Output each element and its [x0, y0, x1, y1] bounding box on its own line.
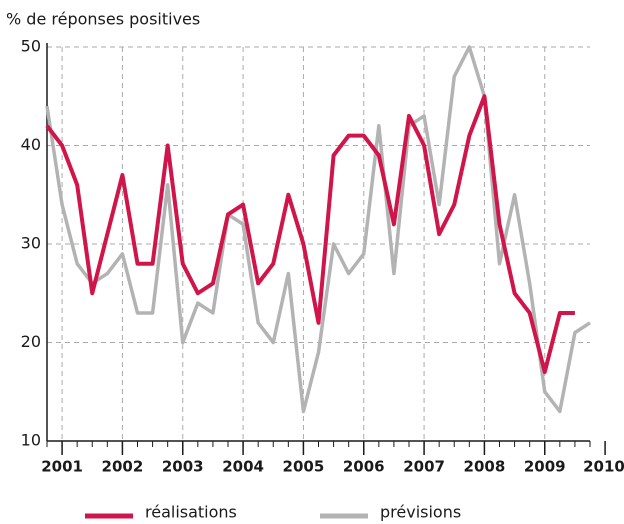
x-tick-label: 2009 [524, 458, 566, 476]
x-tick-label: 2001 [41, 458, 83, 476]
x-tick-label: 2008 [464, 458, 506, 476]
x-tick-label: 2003 [162, 458, 204, 476]
legend-label: réalisations [145, 503, 237, 522]
x-tick-label: 2006 [343, 458, 385, 476]
series-line [45, 94, 575, 375]
y-tick-label: 10 [21, 431, 41, 450]
y-tick-label: 30 [21, 234, 41, 253]
y-tick-label: 20 [21, 332, 41, 351]
series-line [45, 45, 591, 414]
x-tick-label: 2004 [222, 458, 264, 476]
legend-label: prévisions [380, 503, 461, 522]
x-tick-label: 2007 [403, 458, 445, 476]
y-tick-label: 40 [21, 135, 41, 154]
x-tick-label: 2002 [102, 458, 144, 476]
chart-title: % de réponses positives [6, 10, 200, 29]
x-tick-label: 2005 [283, 458, 325, 476]
x-tick-label: 2010 [583, 458, 624, 476]
y-tick-label: 50 [21, 37, 41, 56]
